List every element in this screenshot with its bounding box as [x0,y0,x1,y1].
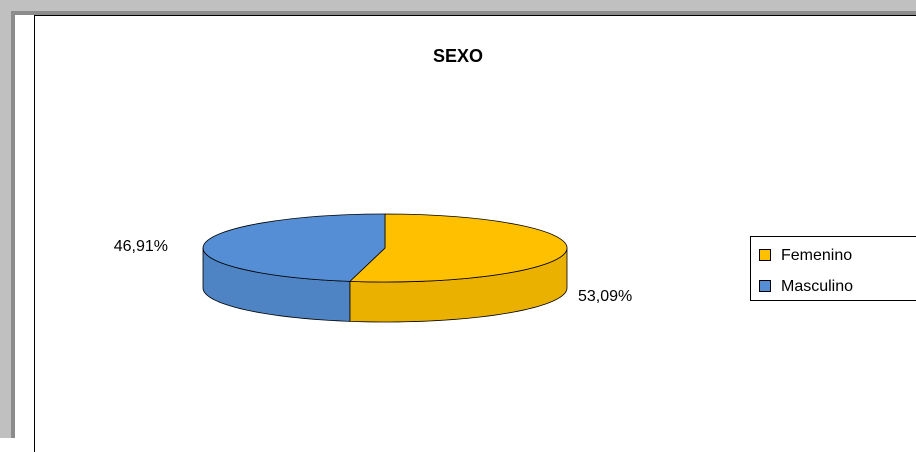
pie-slice-femenino [348,213,568,283]
left-shadow [11,15,15,438]
legend-swatch-femenino [759,249,771,261]
legend-swatch-masculino [759,280,771,292]
top-frame [0,0,916,11]
left-frame [0,0,11,438]
legend: Femenino Masculino [750,236,916,301]
pie-3d [202,213,568,323]
data-label-femenino: 53,09% [578,288,632,305]
legend-label-femenino: Femenino [781,247,852,264]
data-label-masculino: 46,91% [114,238,168,255]
pie-slice-masculino [202,213,386,282]
legend-box [750,236,916,301]
top-shadow [11,11,916,15]
legend-label-masculino: Masculino [781,278,853,295]
chart-title: SEXO [433,46,483,66]
